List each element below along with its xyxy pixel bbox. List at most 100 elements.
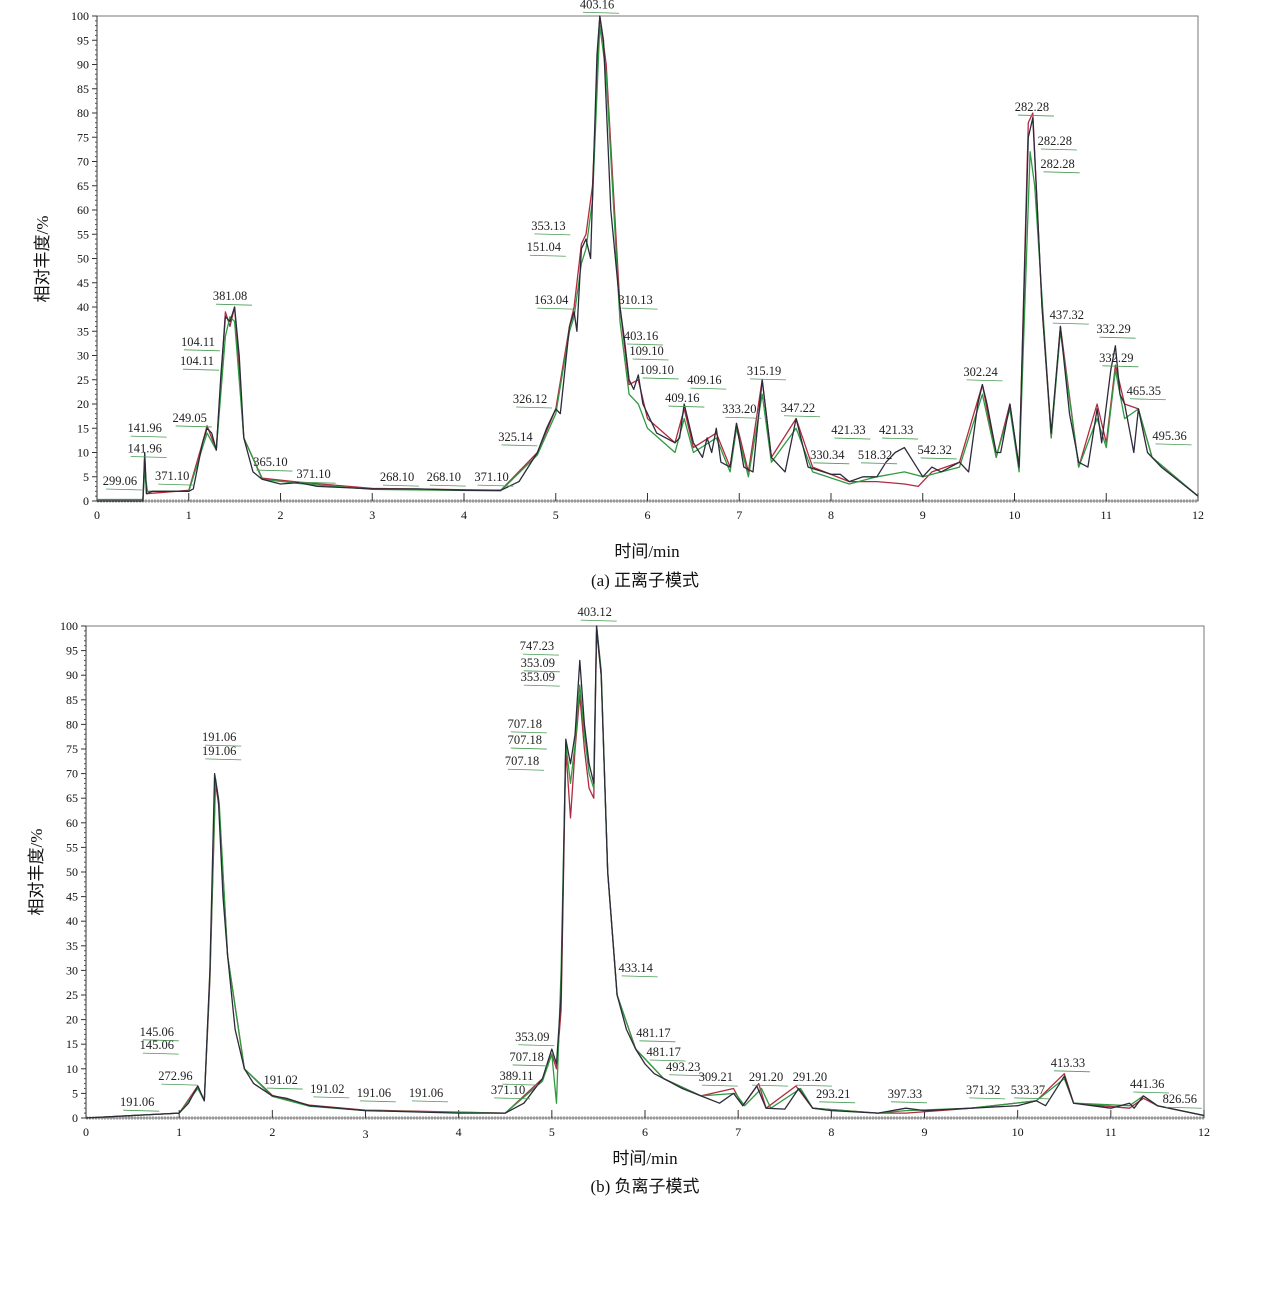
chart-a-peak-label: 518.32 — [858, 448, 892, 462]
chart-a-peak-label: 151.04 — [527, 240, 562, 254]
chart-a-y-tick-label: 40 — [77, 300, 89, 314]
chart-a-x-tick-label: 10 — [1009, 508, 1021, 522]
chart-a-peak-label: 299.06 — [103, 474, 137, 488]
chart-b-peak-label: 533.37 — [1011, 1083, 1045, 1097]
chart-a-peak-label-leader — [429, 484, 466, 487]
chart-b-x-tick-label: 10 — [1012, 1125, 1024, 1139]
chart-b-peak-label: 413.33 — [1051, 1056, 1085, 1070]
chart-a-peak-label-leader — [750, 378, 787, 381]
chart-a-y-tick-label: 45 — [77, 276, 89, 290]
chart-a-peak-label-leader — [130, 456, 167, 458]
chart-b-x-tick-label: 2 — [269, 1125, 275, 1139]
chart-b-y-tick-label: 55 — [66, 840, 78, 854]
chart-a-peak-label-leader — [966, 379, 1003, 382]
chart-b-peak-label: 291.20 — [749, 1070, 783, 1084]
chart-a-peak-label-leader — [256, 469, 293, 472]
chart-a-x-tick-label: 7 — [736, 508, 742, 522]
chart-a-peak-label: 109.10 — [629, 344, 663, 358]
chart-a-y-tick-label: 100 — [71, 9, 89, 23]
chart-a-peak-label: 371.10 — [474, 470, 508, 484]
chart-a-peak-label-leader — [1040, 148, 1077, 151]
chart-b-peak-label-leader — [669, 1074, 706, 1077]
chart-b-peak-label-leader — [510, 747, 547, 750]
chart-a-peak-label: 268.10 — [427, 470, 461, 484]
chart-a-peak-label-leader — [813, 462, 850, 465]
chart-b-y-tick-label: 15 — [66, 1037, 78, 1051]
chart-b-y-tick-label: 65 — [66, 791, 78, 805]
chart-a-peak-label: 325.14 — [498, 430, 533, 444]
chart-a-y-axis-label: 相对丰度/% — [33, 216, 52, 303]
chart-b-peak-label-leader — [752, 1084, 789, 1087]
chart-b-peak-label-leader — [795, 1084, 832, 1087]
chart-b-peak-label: 481.17 — [646, 1045, 680, 1059]
chart-a-y-tick-label: 90 — [77, 58, 89, 72]
chart-a-peak-label-leader — [642, 377, 679, 380]
chart-b-caption: (b) 负离子模式 — [590, 1177, 699, 1196]
chart-a-peak-label: 437.32 — [1050, 308, 1084, 322]
chart-b-peak-label-leader — [522, 653, 559, 656]
chart-b-peak-label: 145.06 — [140, 1025, 174, 1039]
chart-b-peak-label: 191.06 — [120, 1095, 154, 1109]
chart-b-peak-label: 481.17 — [636, 1026, 670, 1040]
chart-b-y-tick-label: 30 — [66, 963, 78, 977]
chart-a-series-2-trace — [97, 25, 1199, 501]
chart-a-y-tick-label: 80 — [77, 106, 89, 120]
chart-b-y-tick-label: 75 — [66, 742, 78, 756]
chart-b-y-tick-label: 50 — [66, 865, 78, 879]
chart-b-peak-label: 293.21 — [816, 1087, 850, 1101]
chart-a-peak-label: 326.12 — [513, 392, 547, 406]
chart-a-peak-label-leader — [920, 457, 957, 460]
chart-b-y-tick-label: 25 — [66, 988, 78, 1002]
chart-a-peak-label-leader — [216, 303, 253, 306]
chart-b-peak-label-leader — [494, 1097, 531, 1100]
chart-b-peak-label-leader — [649, 1059, 686, 1062]
chart-b-peak-label-leader — [412, 1100, 449, 1103]
chart-b-peak-label-leader — [523, 684, 560, 687]
chart-b-x-tick-label: 12 — [1198, 1125, 1210, 1139]
chart-a-peak-label-leader — [516, 406, 553, 409]
chart-b-y-tick-label: 35 — [66, 939, 78, 953]
chart-b-peak-label: 272.96 — [158, 1069, 192, 1083]
chart-a-peak-label-leader — [183, 349, 220, 352]
chart-a-x-tick-label: 3 — [369, 508, 375, 522]
chart-a-peak-label: 371.10 — [296, 467, 330, 481]
chart-b-peak-label: 191.06 — [202, 730, 236, 744]
chart-a-peak-label: 282.28 — [1015, 100, 1049, 114]
chart-b-peak-label: 145.06 — [140, 1038, 174, 1052]
chart-a-peak-label-leader — [725, 416, 762, 419]
chart-a-peak-label: 104.11 — [181, 335, 215, 349]
chart-a-y-tick-label: 70 — [77, 155, 89, 169]
chart-b-x-tick-label: 3 — [363, 1127, 369, 1141]
chart-a-peak-label-leader — [1155, 443, 1192, 446]
chart-a-peak-label-leader — [1017, 114, 1054, 117]
chart-b-peak-label: 707.18 — [505, 754, 539, 768]
chart-a-peak-label-leader — [632, 358, 669, 361]
chart-a-y-tick-label: 35 — [77, 324, 89, 338]
chart-b-y-tick-label: 95 — [66, 644, 78, 658]
chart-b-peak-label: 291.20 — [793, 1070, 827, 1084]
chart-a-peak-label: 465.35 — [1127, 384, 1161, 398]
chart-b-y-tick-label: 0 — [72, 1111, 78, 1125]
chart-b-peak-label: 707.18 — [508, 733, 542, 747]
chart-a-x-tick-label: 11 — [1100, 508, 1112, 522]
chart-a-peak-label: 495.36 — [1152, 429, 1186, 443]
chart-a-y-tick-label: 0 — [83, 494, 89, 508]
chart-b-x-axis-label: 时间/min — [612, 1149, 678, 1168]
chart-b-x-tick-label: 11 — [1105, 1125, 1117, 1139]
chart-b-y-axis-label: 相对丰度/% — [27, 829, 46, 916]
chart-b-y-tick-label: 10 — [66, 1062, 78, 1076]
chart-a-peak-label: 141.96 — [128, 442, 162, 456]
chart-b-peak-label: 403.12 — [578, 605, 612, 619]
chart-a-peak-label: 333.20 — [722, 402, 756, 416]
chart-a-x-tick-label: 5 — [553, 508, 559, 522]
chart-a-peak-label: 332.29 — [1099, 351, 1133, 365]
chart-a-peak-label-leader — [383, 484, 420, 487]
chart-a-peak-label-leader — [130, 435, 167, 438]
chart-b-y-tick-label: 20 — [66, 1013, 78, 1027]
chart-a-peak-label-leader — [783, 415, 820, 418]
chart-b-peak-label: 707.18 — [508, 717, 542, 731]
chart-a-peak-label: 249.05 — [172, 411, 206, 425]
chart-b-peak-label-leader — [1165, 1106, 1202, 1109]
chart-b-peak-label: 747.23 — [520, 639, 554, 653]
